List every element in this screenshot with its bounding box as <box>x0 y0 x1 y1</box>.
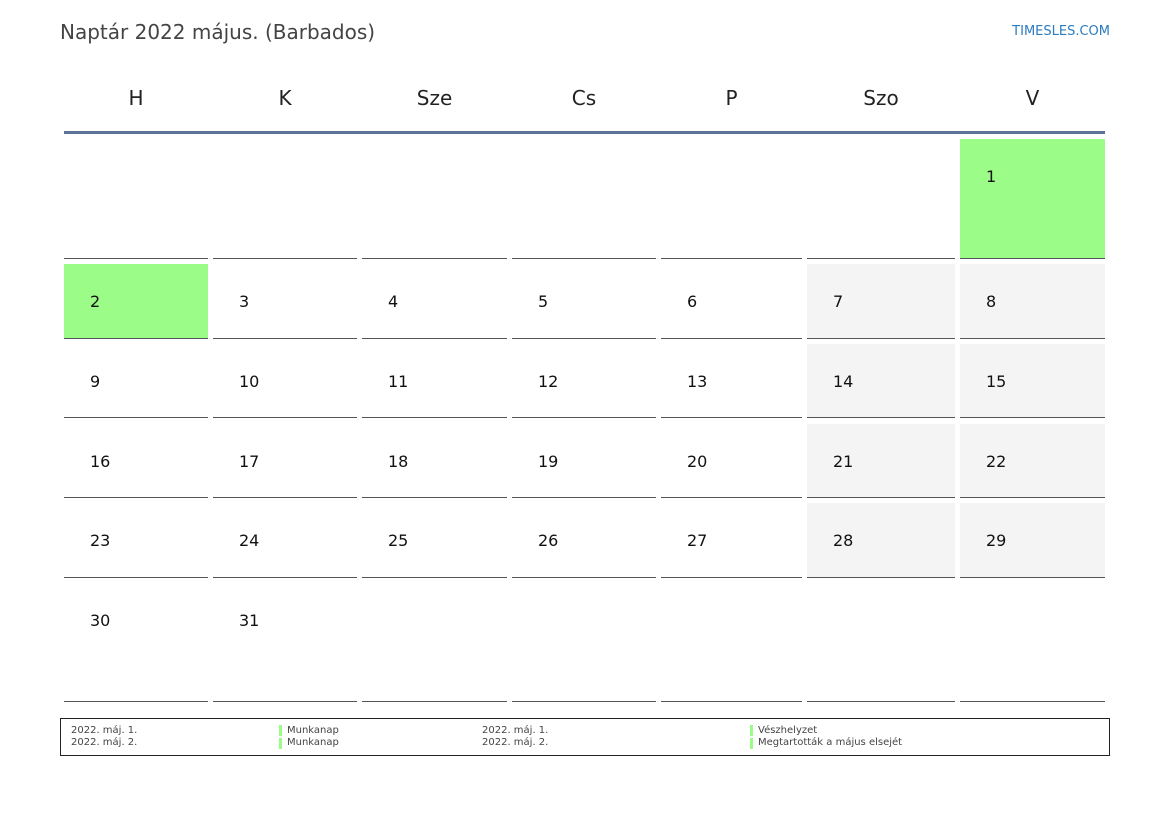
day-number: 31 <box>239 611 260 630</box>
day-number: 3 <box>239 292 250 311</box>
day-cell <box>661 583 802 702</box>
day-number: 23 <box>90 531 111 550</box>
day-cell[interactable]: 12 <box>512 344 656 418</box>
day-cell[interactable]: 31 <box>213 583 357 702</box>
day-cell <box>807 583 955 702</box>
day-number: 29 <box>986 531 1007 550</box>
day-cell[interactable]: 10 <box>213 344 357 418</box>
day-number: 14 <box>833 372 854 391</box>
day-number: 7 <box>833 292 844 311</box>
legend-date: 2022. máj. 1. <box>71 725 138 736</box>
day-number: 2 <box>90 292 101 311</box>
day-cell <box>64 139 208 259</box>
day-number: 5 <box>538 292 549 311</box>
day-cell[interactable]: 27 <box>661 503 802 578</box>
day-cell[interactable]: 23 <box>64 503 208 578</box>
day-cell[interactable]: 11 <box>362 344 507 418</box>
day-cell[interactable]: 13 <box>661 344 802 418</box>
day-number: 16 <box>90 452 111 471</box>
day-number: 13 <box>687 372 708 391</box>
day-cell[interactable]: 5 <box>512 264 656 339</box>
weekday-label: Cs <box>571 86 597 110</box>
page-title: Naptár 2022 május. (Barbados) <box>60 20 376 44</box>
day-cell[interactable]: 21 <box>807 424 955 498</box>
legend-marker <box>750 738 753 749</box>
day-number: 27 <box>687 531 708 550</box>
day-number: 19 <box>538 452 559 471</box>
day-cell[interactable]: 15 <box>960 344 1105 418</box>
weekday-label: Szo <box>863 86 899 110</box>
day-cell[interactable]: 30 <box>64 583 208 702</box>
day-cell[interactable]: 20 <box>661 424 802 498</box>
day-number: 18 <box>388 452 409 471</box>
day-number: 11 <box>388 372 409 391</box>
day-cell[interactable]: 4 <box>362 264 507 339</box>
day-cell <box>362 139 507 259</box>
legend-holiday-name: Megtartották a május elsejét <box>758 737 903 748</box>
day-number: 15 <box>986 372 1007 391</box>
day-cell <box>661 139 802 259</box>
day-number: 9 <box>90 372 101 391</box>
day-cell[interactable]: 24 <box>213 503 357 578</box>
day-cell[interactable]: 6 <box>661 264 802 339</box>
legend-box: 2022. máj. 1. Munkanap 2022. máj. 1. Vés… <box>60 718 1110 756</box>
day-number: 22 <box>986 452 1007 471</box>
day-cell[interactable]: 8 <box>960 264 1105 339</box>
day-cell[interactable]: 26 <box>512 503 656 578</box>
day-number: 10 <box>239 372 260 391</box>
day-cell[interactable]: 2 <box>64 264 208 339</box>
day-cell[interactable]: 25 <box>362 503 507 578</box>
legend-type: Munkanap <box>287 725 339 736</box>
day-number: 17 <box>239 452 260 471</box>
day-cell[interactable]: 1 <box>960 139 1105 259</box>
day-cell <box>807 139 955 259</box>
weekday-label: H <box>128 86 144 110</box>
day-cell[interactable]: 3 <box>213 264 357 339</box>
day-number: 28 <box>833 531 854 550</box>
legend-holiday-name: Vészhelyzet <box>758 725 818 736</box>
day-cell <box>213 139 357 259</box>
day-number: 6 <box>687 292 698 311</box>
weekday-label: Sze <box>416 86 453 110</box>
day-cell[interactable]: 22 <box>960 424 1105 498</box>
legend-date: 2022. máj. 2. <box>482 737 549 748</box>
site-link[interactable]: TIMESLES.COM <box>1012 24 1110 39</box>
legend-date: 2022. máj. 2. <box>71 737 138 748</box>
legend-marker <box>279 725 282 736</box>
day-cell <box>960 583 1105 702</box>
day-number: 1 <box>986 167 997 186</box>
day-number: 8 <box>986 292 997 311</box>
weekday-label: K <box>278 86 292 110</box>
day-cell <box>512 583 656 702</box>
day-number: 30 <box>90 611 111 630</box>
legend-date: 2022. máj. 1. <box>482 725 549 736</box>
day-number: 25 <box>388 531 409 550</box>
day-number: 26 <box>538 531 559 550</box>
day-number: 24 <box>239 531 260 550</box>
day-cell[interactable]: 16 <box>64 424 208 498</box>
legend-marker <box>279 738 282 749</box>
day-cell[interactable]: 17 <box>213 424 357 498</box>
day-cell[interactable]: 14 <box>807 344 955 418</box>
day-cell <box>512 139 656 259</box>
legend-marker <box>750 725 753 736</box>
day-cell[interactable]: 28 <box>807 503 955 578</box>
day-cell[interactable]: 19 <box>512 424 656 498</box>
day-number: 12 <box>538 372 559 391</box>
day-cell[interactable]: 18 <box>362 424 507 498</box>
day-cell[interactable]: 7 <box>807 264 955 339</box>
day-cell[interactable]: 29 <box>960 503 1105 578</box>
day-number: 20 <box>687 452 708 471</box>
legend-type: Munkanap <box>287 737 339 748</box>
weekday-label: V <box>1025 86 1040 110</box>
day-number: 21 <box>833 452 854 471</box>
day-number: 4 <box>388 292 399 311</box>
header-divider <box>64 131 1105 134</box>
weekday-label: P <box>725 86 738 110</box>
day-cell[interactable]: 9 <box>64 344 208 418</box>
day-cell <box>362 583 507 702</box>
